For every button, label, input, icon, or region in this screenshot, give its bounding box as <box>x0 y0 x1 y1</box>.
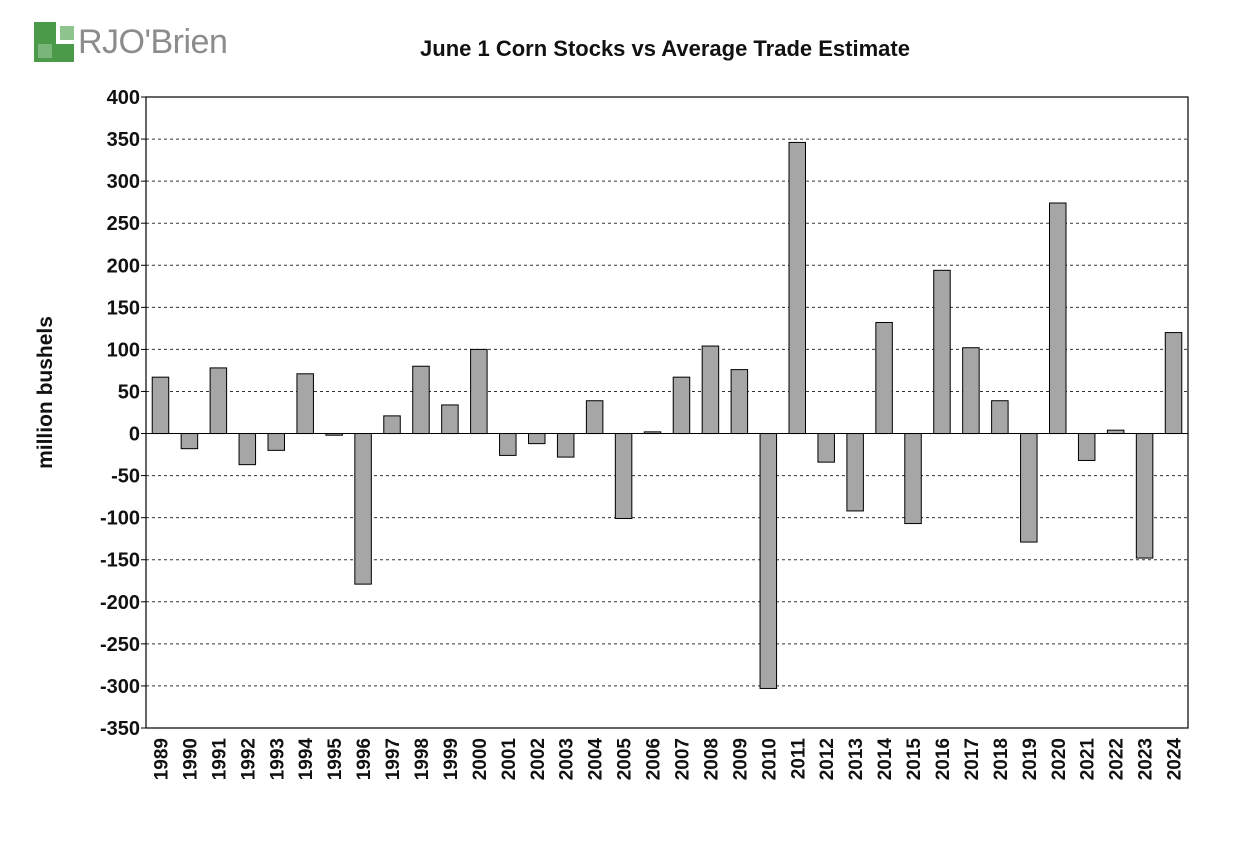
y-tick-label: -250 <box>100 634 140 656</box>
bar-2003 <box>556 433 575 458</box>
x-tick-label: 1993 <box>267 738 288 780</box>
y-axis-label: million bushels <box>34 316 57 469</box>
bar-2018 <box>991 400 1009 435</box>
x-tick-label: 1992 <box>238 738 259 780</box>
bar-2007 <box>672 376 691 435</box>
x-tick-label: 2007 <box>672 738 693 780</box>
bar-2016 <box>933 269 951 435</box>
company-logo: RJO'Brien <box>34 22 228 62</box>
x-tick-label: 2020 <box>1049 738 1070 780</box>
x-tick-label: 2004 <box>586 738 607 781</box>
x-tick-label: 1996 <box>354 738 375 780</box>
x-tick-label: 2015 <box>904 738 925 781</box>
x-tick-label: 1995 <box>325 738 346 781</box>
x-tick-label: 1989 <box>151 738 172 780</box>
bar-2020 <box>1049 202 1067 435</box>
x-tick-label: 2010 <box>759 738 780 780</box>
x-tick-label: 2009 <box>730 738 751 780</box>
y-tick-label: -100 <box>100 508 140 530</box>
chart-title: June 1 Corn Stocks vs Average Trade Esti… <box>420 36 910 61</box>
bar-2017 <box>962 347 980 435</box>
x-tick-label: 1997 <box>383 738 404 780</box>
bar-1996 <box>354 433 372 585</box>
bar-1997 <box>383 415 401 435</box>
x-tick-label: 2001 <box>499 738 520 781</box>
x-tick-label: 1991 <box>209 738 230 781</box>
bar-2005 <box>614 433 633 520</box>
x-tick-label: 2017 <box>962 738 983 780</box>
x-tick-label: 2011 <box>788 738 809 780</box>
y-tick-label: -150 <box>100 550 140 572</box>
bar-2004 <box>585 400 604 435</box>
bar-1989 <box>151 376 170 435</box>
x-tick-label: 2021 <box>1078 738 1099 781</box>
y-tick-label: 150 <box>107 297 140 319</box>
y-tick-label: 0 <box>129 424 140 446</box>
bar-2001 <box>499 433 517 456</box>
bar-2021 <box>1077 433 1096 461</box>
bar-2000 <box>470 348 488 435</box>
x-tick-label: 2000 <box>470 738 491 780</box>
bar-1999 <box>441 404 459 435</box>
y-tick-label: 200 <box>107 255 140 277</box>
y-tick-label: -300 <box>100 676 140 698</box>
bar-2022 <box>1106 429 1125 435</box>
y-tick-label: 400 <box>107 87 140 109</box>
x-tick-label: 2018 <box>991 738 1012 780</box>
bar-1998 <box>412 365 430 435</box>
bar-2013 <box>846 433 864 512</box>
y-tick-label: 350 <box>107 129 140 151</box>
x-tick-label: 1999 <box>441 738 462 780</box>
y-tick-label: 250 <box>107 213 140 235</box>
x-tick-label: 1998 <box>412 738 433 780</box>
bar-2010 <box>759 433 778 689</box>
bar-1990 <box>180 433 199 450</box>
x-tick-label: 2022 <box>1107 738 1128 780</box>
x-tick-labels: 1989 1990 1991 1992 1993 1994 1995 1996 1997 1998… <box>151 738 1185 781</box>
logo-mark-icon <box>34 22 74 62</box>
bar-1991 <box>209 367 228 435</box>
x-tick-label: 2005 <box>615 738 636 781</box>
y-tick-label: 50 <box>118 381 140 403</box>
bars <box>151 141 1183 689</box>
x-tick-label: 2024 <box>1165 738 1186 781</box>
bar-2015 <box>904 433 922 525</box>
x-tick-label: 2013 <box>846 738 867 780</box>
bar-1992 <box>238 433 257 466</box>
bar-1994 <box>296 373 314 435</box>
plot-frame <box>145 96 1189 729</box>
bar-2023 <box>1135 433 1154 559</box>
x-tick-label: 2023 <box>1136 738 1157 780</box>
x-tick-label: 2019 <box>1020 738 1041 780</box>
bar-2009 <box>730 369 749 435</box>
y-tick-label: 100 <box>107 339 140 361</box>
y-tick-label: -350 <box>100 718 140 740</box>
y-tick-label: -200 <box>100 592 140 614</box>
bar-2002 <box>528 433 546 445</box>
x-tick-label: 2003 <box>557 738 578 780</box>
bar-1993 <box>267 433 285 451</box>
y-tick-labels: 400 350 300 250 200 150 100 50 0 -50 -100 -150 -200 -… <box>100 87 146 740</box>
x-tick-label: 2016 <box>933 738 954 780</box>
x-tick-label: 2014 <box>875 738 896 781</box>
bar-2008 <box>701 345 720 435</box>
bar-2024 <box>1164 332 1183 435</box>
x-tick-label: 2012 <box>817 738 838 780</box>
y-tick-label: 300 <box>107 171 140 193</box>
bar-2014 <box>875 321 893 435</box>
x-tick-label: 1994 <box>296 738 317 781</box>
bar-2011 <box>788 141 806 435</box>
x-tick-label: 2008 <box>701 738 722 780</box>
bar-2012 <box>817 433 835 463</box>
x-tick-label: 2006 <box>644 738 665 780</box>
bar-2019 <box>1020 433 1038 543</box>
x-tick-label: 1990 <box>180 738 201 780</box>
y-tick-label: -50 <box>111 466 140 488</box>
x-tick-label: 2002 <box>528 738 549 780</box>
logo-text: RJO'Brien <box>78 23 228 61</box>
